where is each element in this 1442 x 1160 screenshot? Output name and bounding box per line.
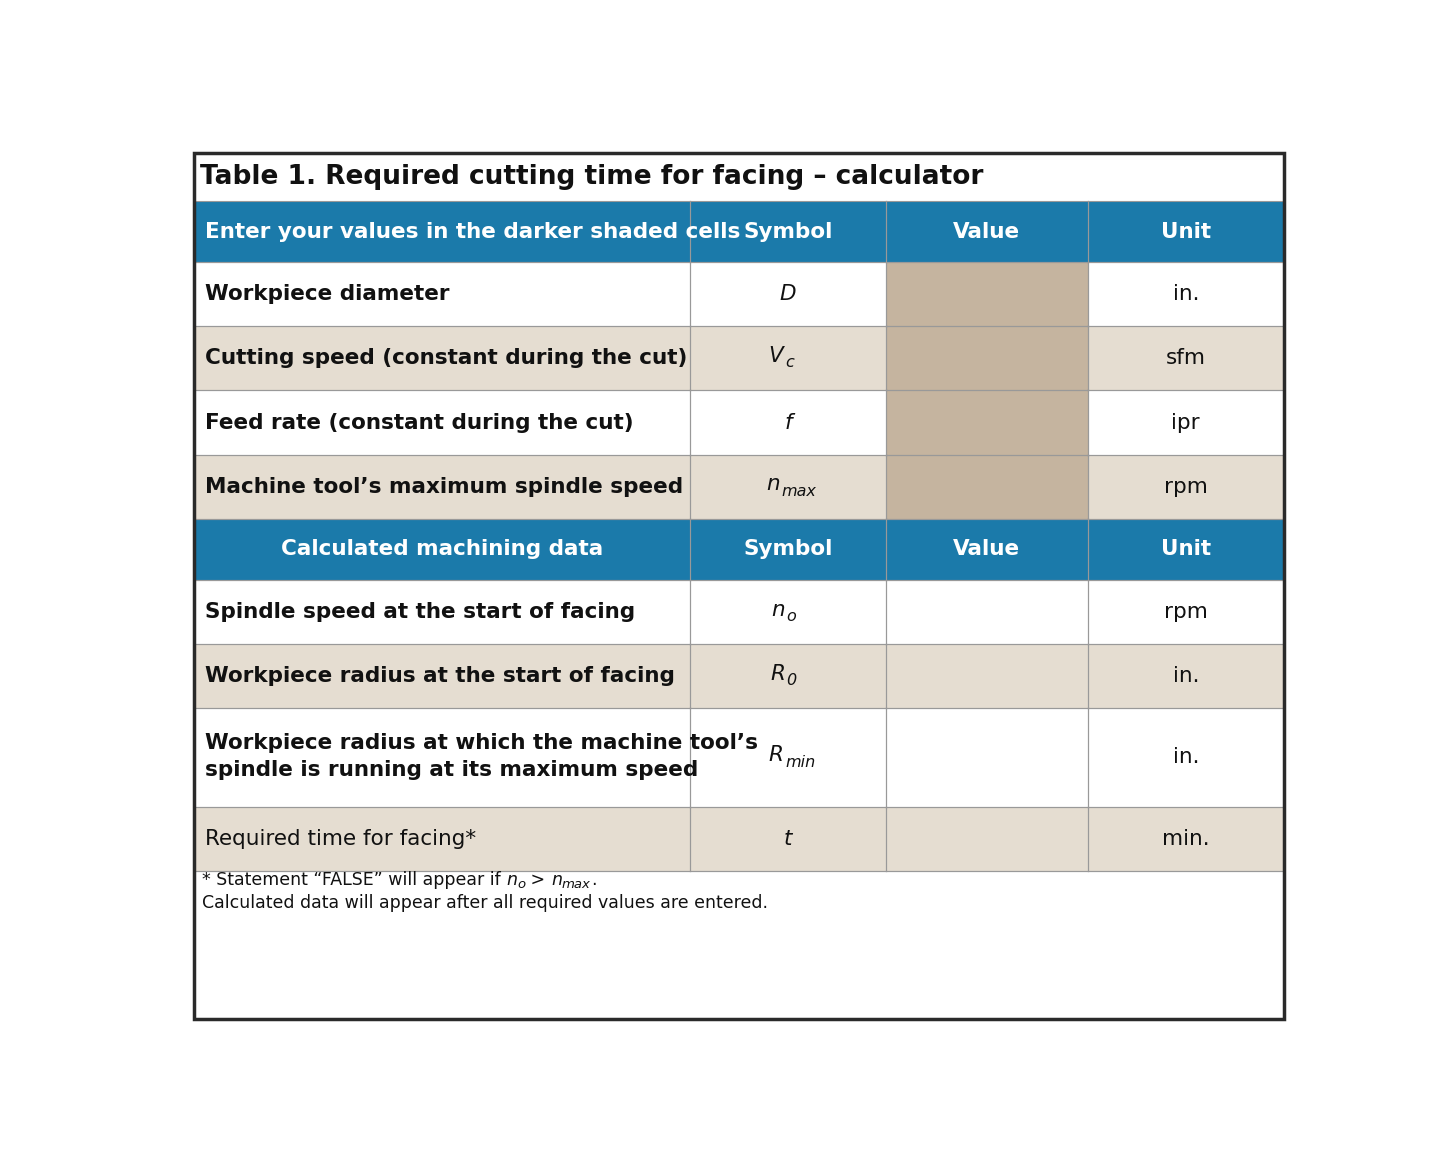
Text: rpm: rpm <box>1164 602 1208 622</box>
Text: sfm: sfm <box>1165 348 1206 369</box>
Text: Cutting speed (constant during the cut): Cutting speed (constant during the cut) <box>205 348 688 369</box>
Text: Unit: Unit <box>1161 539 1211 559</box>
Bar <box>195 153 1283 201</box>
Bar <box>1087 580 1283 644</box>
Text: ipr: ipr <box>1171 413 1200 433</box>
Text: .: . <box>591 870 597 889</box>
Bar <box>887 644 1087 709</box>
Text: Workpiece diameter: Workpiece diameter <box>205 284 450 304</box>
Bar <box>195 519 689 580</box>
Bar <box>195 455 689 519</box>
Text: spindle is running at its maximum speed: spindle is running at its maximum speed <box>205 760 698 781</box>
Text: o: o <box>518 878 525 891</box>
Text: R: R <box>770 664 784 684</box>
Bar <box>195 806 689 871</box>
Text: n: n <box>551 870 562 889</box>
Bar <box>1087 262 1283 326</box>
Bar <box>689 326 887 391</box>
Bar <box>195 201 689 262</box>
Bar <box>689 709 887 806</box>
Text: >: > <box>525 870 551 889</box>
Text: min.: min. <box>1162 828 1210 849</box>
Text: Unit: Unit <box>1161 222 1211 241</box>
Bar <box>1087 519 1283 580</box>
Text: Calculated data will appear after all required values are entered.: Calculated data will appear after all re… <box>202 893 769 912</box>
Text: Symbol: Symbol <box>744 222 832 241</box>
Bar <box>689 580 887 644</box>
Text: Table 1. Required cutting time for facing – calculator: Table 1. Required cutting time for facin… <box>200 164 983 190</box>
Text: t: t <box>784 828 792 849</box>
Text: f: f <box>784 413 792 433</box>
Text: Enter your values in the darker shaded cells: Enter your values in the darker shaded c… <box>205 222 740 241</box>
Bar <box>1087 326 1283 391</box>
Bar <box>195 262 689 326</box>
Bar <box>689 644 887 709</box>
Text: R: R <box>769 745 783 766</box>
Bar <box>689 262 887 326</box>
Bar <box>887 391 1087 455</box>
Text: Value: Value <box>953 539 1021 559</box>
Bar <box>195 326 689 391</box>
Text: Feed rate (constant during the cut): Feed rate (constant during the cut) <box>205 413 633 433</box>
Text: c: c <box>786 355 795 370</box>
Bar <box>195 709 689 806</box>
Text: n: n <box>771 600 784 619</box>
Text: in.: in. <box>1172 284 1200 304</box>
Bar <box>1087 709 1283 806</box>
Bar <box>689 806 887 871</box>
Bar <box>1087 806 1283 871</box>
Text: in.: in. <box>1172 666 1200 687</box>
Bar <box>689 519 887 580</box>
Text: n: n <box>767 474 780 494</box>
Bar <box>887 519 1087 580</box>
Text: n: n <box>506 870 518 889</box>
Bar <box>887 709 1087 806</box>
Text: o: o <box>786 609 796 624</box>
Text: Workpiece radius at which the machine tool’s: Workpiece radius at which the machine to… <box>205 733 758 753</box>
Bar <box>1087 455 1283 519</box>
Bar <box>887 806 1087 871</box>
Bar <box>887 455 1087 519</box>
Bar <box>689 201 887 262</box>
Text: min: min <box>786 755 816 769</box>
Text: Required time for facing*: Required time for facing* <box>205 828 476 849</box>
Text: max: max <box>782 484 816 499</box>
Bar <box>195 644 689 709</box>
Bar <box>887 201 1087 262</box>
Text: Workpiece radius at the start of facing: Workpiece radius at the start of facing <box>205 666 675 687</box>
Bar <box>887 580 1087 644</box>
Text: 0: 0 <box>786 673 796 688</box>
Bar <box>689 455 887 519</box>
Bar <box>1087 201 1283 262</box>
Bar <box>1087 391 1283 455</box>
Text: in.: in. <box>1172 747 1200 768</box>
Text: Value: Value <box>953 222 1021 241</box>
Text: rpm: rpm <box>1164 477 1208 496</box>
Text: Symbol: Symbol <box>744 539 832 559</box>
Bar <box>689 391 887 455</box>
Bar <box>195 391 689 455</box>
Bar <box>887 262 1087 326</box>
Text: D: D <box>780 284 796 304</box>
Text: Spindle speed at the start of facing: Spindle speed at the start of facing <box>205 602 634 622</box>
Text: Machine tool’s maximum spindle speed: Machine tool’s maximum spindle speed <box>205 477 684 496</box>
Bar <box>1087 644 1283 709</box>
Bar <box>195 580 689 644</box>
Text: * Statement “FALSE” will appear if: * Statement “FALSE” will appear if <box>202 870 506 889</box>
Text: max: max <box>562 878 591 891</box>
Text: V: V <box>769 346 783 367</box>
Bar <box>887 326 1087 391</box>
Text: Calculated machining data: Calculated machining data <box>281 539 603 559</box>
